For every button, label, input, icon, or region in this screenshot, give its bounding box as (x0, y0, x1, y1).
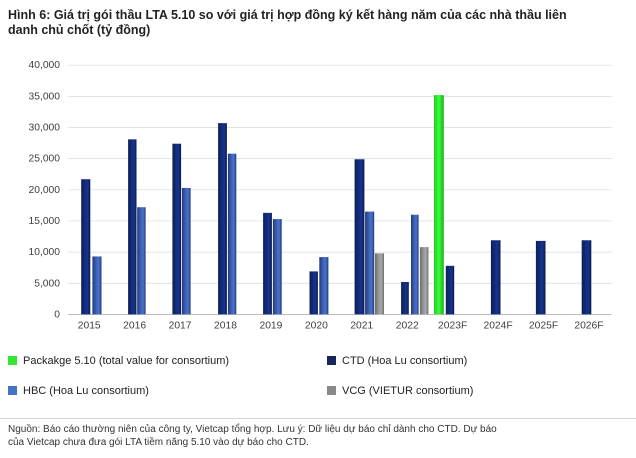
svg-text:10,000: 10,000 (29, 247, 61, 258)
svg-text:2026F: 2026F (574, 320, 603, 331)
svg-text:15,000: 15,000 (29, 216, 61, 227)
svg-text:2020: 2020 (305, 320, 328, 331)
svg-text:2018: 2018 (214, 320, 237, 331)
svg-text:20,000: 20,000 (29, 185, 61, 196)
svg-text:2015: 2015 (78, 320, 101, 331)
svg-text:2019: 2019 (259, 320, 282, 331)
svg-text:30,000: 30,000 (29, 123, 61, 134)
svg-text:25,000: 25,000 (29, 154, 61, 165)
svg-text:35,000: 35,000 (29, 91, 61, 102)
svg-text:2017: 2017 (169, 320, 192, 331)
svg-text:0: 0 (54, 309, 60, 320)
svg-text:2016: 2016 (123, 320, 146, 331)
svg-text:2025F: 2025F (529, 320, 558, 331)
svg-text:2024F: 2024F (483, 320, 512, 331)
svg-text:2022: 2022 (396, 320, 419, 331)
svg-text:2023F: 2023F (438, 320, 467, 331)
svg-text:40,000: 40,000 (29, 60, 61, 71)
svg-text:2021: 2021 (350, 320, 373, 331)
svg-text:5,000: 5,000 (34, 278, 60, 289)
